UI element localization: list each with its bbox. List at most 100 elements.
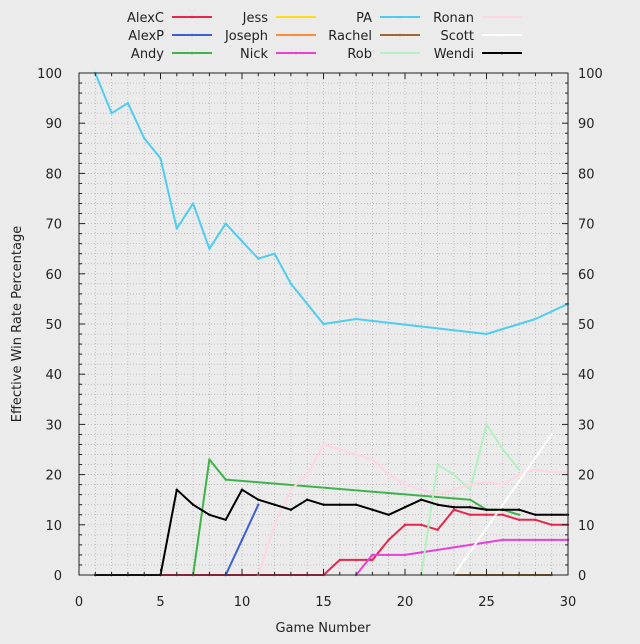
y-tick-label-right: 90	[578, 117, 595, 132]
y-tick-label-left: 90	[45, 117, 62, 132]
data-point-andy	[517, 513, 521, 516]
data-point-alexc	[436, 528, 439, 532]
legend-label-scott: Scott	[440, 29, 474, 44]
data-point-wendi	[371, 508, 374, 511]
data-point-wendi	[175, 488, 178, 491]
data-point-pa	[354, 317, 358, 321]
data-point-alexp	[240, 538, 244, 542]
data-point-alexc	[371, 558, 374, 562]
data-point-rob	[452, 473, 456, 476]
x-tick-label: 20	[397, 595, 414, 610]
y-tick-label-right: 50	[578, 318, 595, 333]
data-point-pa	[159, 157, 162, 160]
data-point-ronan	[338, 448, 341, 451]
data-point-pa	[240, 239, 244, 243]
data-point-ronan	[371, 458, 374, 461]
data-point-wendi	[436, 503, 439, 506]
data-point-wendi	[289, 508, 293, 511]
data-point-ronan	[273, 523, 276, 526]
y-tick-label-left: 10	[45, 519, 62, 534]
data-point-wendi	[501, 508, 504, 511]
legend-label-alexc: AlexC	[127, 11, 164, 26]
y-tick-label-left: 80	[45, 167, 62, 182]
y-tick-label-right: 10	[578, 519, 595, 534]
data-point-ronan	[501, 483, 504, 486]
y-tick-label-right: 0	[578, 569, 586, 584]
legend-label-wendi: Wendi	[434, 47, 474, 62]
data-point-rob	[436, 463, 439, 466]
data-point-ronan	[469, 483, 472, 486]
legend-label-jess: Jess	[242, 11, 269, 26]
legend-marker-scott	[500, 33, 504, 37]
y-tick-label-left: 70	[45, 218, 62, 233]
legend-marker-wendi	[500, 51, 504, 55]
legend-marker-rob	[398, 51, 402, 55]
data-point-pa	[322, 322, 325, 326]
legend-label-ronan: Ronan	[433, 11, 474, 26]
x-tick-label: 10	[234, 595, 251, 610]
data-point-rob	[469, 488, 472, 491]
data-point-pa	[273, 252, 276, 255]
data-point-wendi	[257, 498, 260, 501]
y-tick-label-right: 20	[578, 469, 595, 484]
x-axis-label: Game Number	[275, 621, 371, 636]
data-point-pa	[191, 202, 195, 205]
data-point-alexc	[420, 523, 423, 526]
legend: AlexC AlexP Andy Jess Joseph Nick PA Rachel Rob R…	[127, 11, 522, 62]
data-point-wendi	[403, 506, 407, 509]
y-tick-label-right: 80	[578, 167, 595, 182]
legend-marker-alexp	[190, 33, 194, 37]
series-line-scott	[453, 433, 553, 576]
x-tick-label: 15	[315, 595, 332, 610]
y-tick-label-right: 40	[578, 368, 595, 383]
data-point-alexc	[485, 513, 488, 516]
y-tick-label-left: 60	[45, 268, 62, 283]
data-point-alexc	[534, 518, 537, 521]
data-point-nick	[501, 538, 504, 542]
legend-marker-andy	[190, 51, 194, 55]
legend-marker-jess	[294, 15, 298, 19]
data-point-nick	[550, 538, 553, 542]
legend-label-nick: Nick	[240, 47, 268, 62]
data-point-ronan	[403, 483, 407, 486]
data-point-nick	[436, 548, 439, 552]
data-point-wendi	[224, 518, 227, 521]
data-point-rob	[501, 448, 504, 451]
y-tick-label-right: 70	[578, 218, 595, 233]
data-point-pa	[126, 101, 130, 105]
y-tick-label-right: 60	[578, 268, 595, 283]
data-point-wendi	[550, 513, 553, 516]
series-line-nick	[355, 538, 568, 576]
data-point-alexc	[403, 523, 407, 526]
data-point-alexc	[354, 558, 358, 562]
data-point-pa	[485, 332, 488, 336]
data-point-rob	[485, 423, 488, 426]
data-point-pa	[143, 137, 146, 140]
y-axis-label: Effective Win Rate Percentage	[10, 226, 25, 422]
data-point-nick	[452, 546, 456, 549]
data-point-alexc	[387, 538, 390, 542]
legend-marker-joseph	[294, 33, 298, 37]
data-point-wendi	[517, 508, 521, 511]
data-point-pa	[208, 247, 211, 250]
data-point-ronan	[436, 493, 439, 496]
data-point-pa	[289, 282, 293, 286]
series-line-ronan	[257, 443, 568, 576]
data-point-pa	[110, 111, 113, 115]
y-tick-label-left: 0	[54, 569, 62, 584]
data-point-wendi	[273, 503, 276, 506]
data-point-nick	[371, 553, 374, 557]
data-point-ronan	[534, 468, 537, 471]
data-point-nick	[517, 538, 521, 542]
legend-label-rachel: Rachel	[328, 29, 372, 44]
data-point-alexc	[550, 523, 553, 526]
y-tick-label-right: 30	[578, 418, 595, 433]
legend-label-joseph: Joseph	[224, 29, 268, 44]
series-line-pa	[94, 72, 569, 335]
legend-marker-rachel	[398, 33, 402, 37]
data-point-andy	[469, 498, 472, 501]
legend-label-rob: Rob	[347, 47, 372, 62]
data-point-wendi	[420, 498, 423, 501]
grid-lines	[79, 73, 568, 575]
data-point-nick	[420, 551, 423, 554]
